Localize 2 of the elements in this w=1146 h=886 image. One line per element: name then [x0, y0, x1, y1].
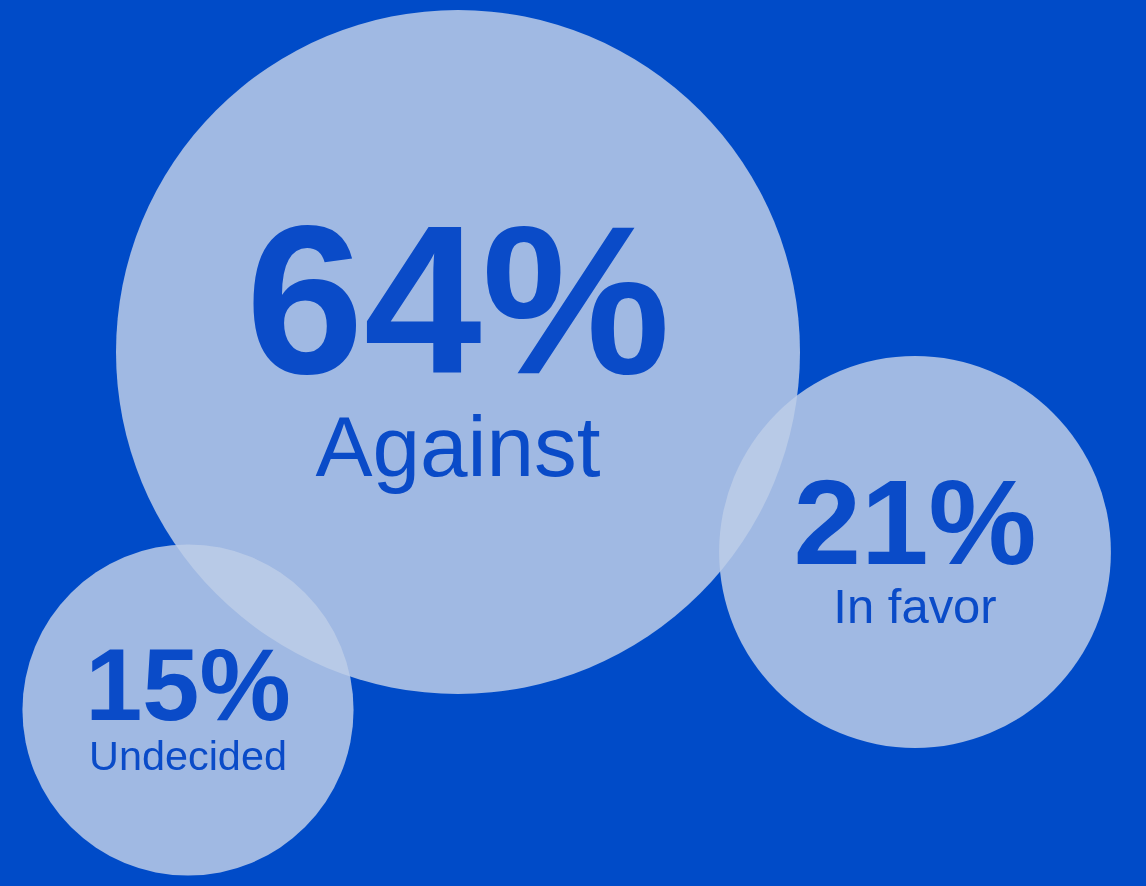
category-label: In favor: [833, 578, 997, 633]
category-label: Undecided: [89, 732, 287, 779]
